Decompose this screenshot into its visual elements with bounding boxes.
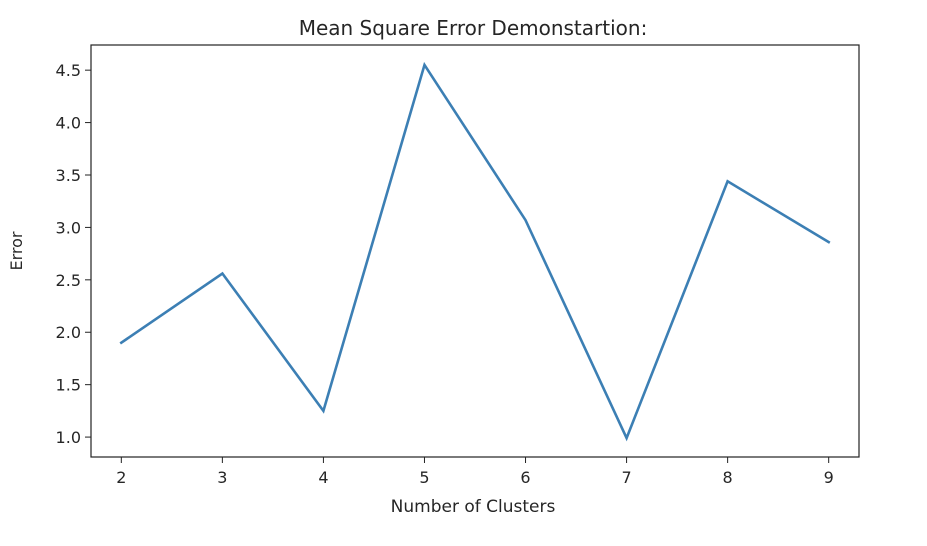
y-tick-label: 1.0 <box>56 428 81 447</box>
y-tick-label: 4.0 <box>56 114 81 133</box>
x-axis-label: Number of Clusters <box>391 497 556 517</box>
plot-frame <box>91 45 859 457</box>
x-tick-label: 4 <box>318 468 328 487</box>
x-tick-label: 8 <box>723 468 733 487</box>
series-line <box>121 65 828 438</box>
y-tick-label: 2.5 <box>56 271 81 290</box>
x-tick-label: 5 <box>419 468 429 487</box>
x-tick-label: 9 <box>824 468 834 487</box>
chart-title: Mean Square Error Demonstartion: <box>299 16 648 40</box>
axis-ticks: 2 3 4 5 6 7 8 9 1.0 1.5 2.0 2.5 3.0 3.5 4.0 4.5 <box>56 61 834 487</box>
y-axis-label: Error <box>7 231 26 270</box>
y-tick-label: 2.0 <box>56 323 81 342</box>
y-tick-label: 1.5 <box>56 376 81 395</box>
series-layer <box>121 65 828 438</box>
x-tick-label: 3 <box>217 468 227 487</box>
x-tick-label: 7 <box>621 468 631 487</box>
y-tick-label: 3.0 <box>56 218 81 237</box>
x-tick-label: 2 <box>116 468 126 487</box>
y-tick-label: 3.5 <box>56 166 81 185</box>
y-tick-label: 4.5 <box>56 61 81 80</box>
x-tick-label: 6 <box>520 468 530 487</box>
